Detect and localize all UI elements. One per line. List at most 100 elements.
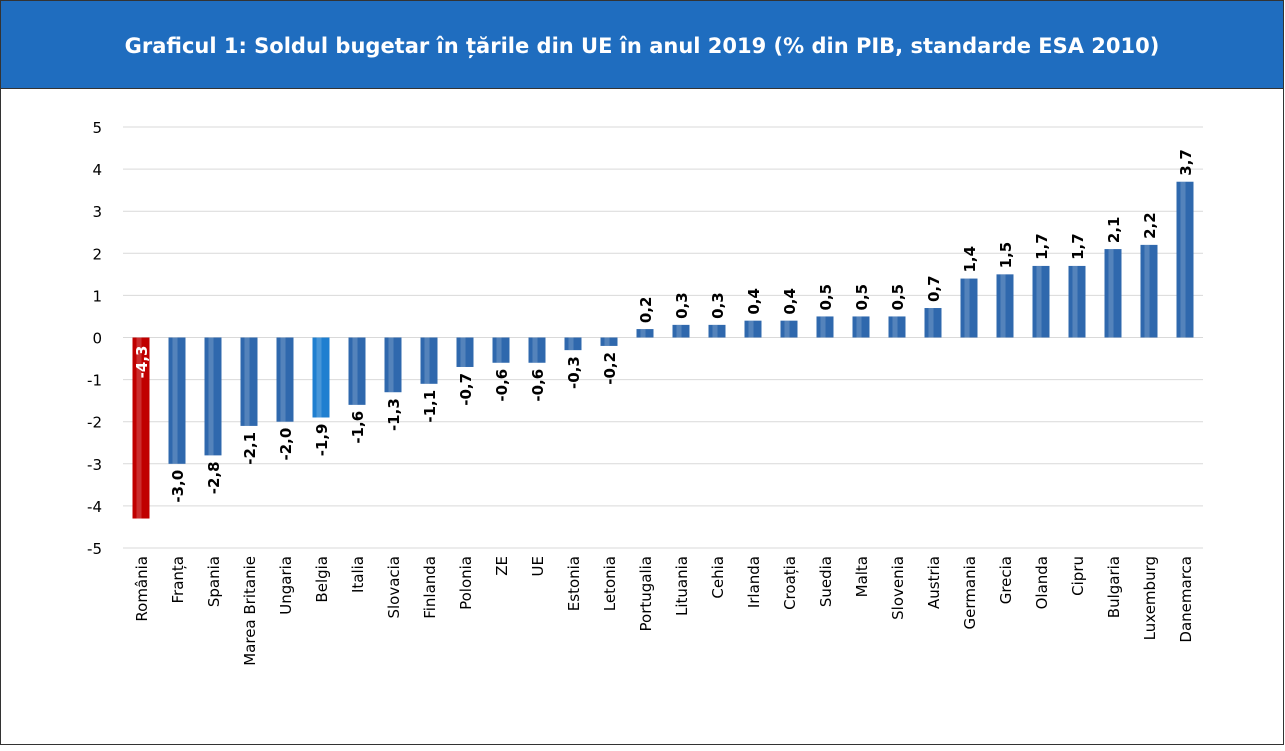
bar [456, 337, 474, 367]
value-label: -0,6 [529, 369, 547, 402]
value-label: 0,4 [781, 288, 799, 315]
value-label: 1,7 [1033, 233, 1051, 260]
bar-highlight [316, 337, 322, 418]
bar-highlight [820, 316, 826, 338]
y-tick-label: 2 [92, 245, 102, 263]
x-tick-label: Polonia [457, 556, 475, 610]
x-tick-label: Grecia [997, 556, 1015, 604]
bar [1140, 244, 1158, 338]
x-tick-label: Cipru [1069, 556, 1087, 596]
bar [852, 316, 870, 338]
x-tick-label: Estonia [565, 556, 583, 611]
bar-highlight [748, 320, 754, 338]
title-banner [0, 0, 1284, 89]
x-tick-label: Luxemburg [1141, 556, 1159, 640]
x-tick-label: Germania [961, 556, 979, 629]
x-tick-label: UE [529, 556, 547, 576]
y-tick-label: -3 [87, 456, 102, 474]
value-label: -1,6 [349, 411, 367, 444]
bar [420, 337, 438, 384]
bar-highlight [388, 337, 394, 393]
value-label: 0,5 [889, 284, 907, 311]
value-label: 0,4 [745, 288, 763, 315]
bar-highlight [604, 337, 610, 346]
bar [528, 337, 546, 363]
bar-highlight [712, 324, 718, 338]
x-tick-label: Austria [925, 556, 943, 609]
x-tick-label: Croația [781, 556, 799, 610]
bar [816, 316, 834, 338]
value-label: -2,8 [205, 461, 223, 494]
bar [708, 324, 726, 338]
bar [348, 337, 366, 405]
y-tick-label: 1 [92, 287, 102, 305]
bar [600, 337, 618, 346]
x-tick-label: Danemarca [1177, 556, 1195, 643]
bar-highlight [1108, 249, 1114, 338]
value-label: 2,1 [1105, 217, 1123, 244]
bar [1032, 265, 1050, 338]
x-tick-label: Slovacia [385, 556, 403, 619]
x-tick-label: Spania [205, 556, 223, 607]
bar [564, 337, 582, 351]
value-label: 1,5 [997, 242, 1015, 269]
y-tick-label: 3 [92, 203, 102, 221]
x-tick-label: Franța [169, 556, 187, 603]
x-tick-label: ZE [493, 556, 511, 576]
value-label: 1,4 [961, 246, 979, 273]
bar [132, 337, 150, 519]
x-tick-label: Malta [853, 556, 871, 597]
bar [1104, 249, 1122, 338]
x-tick-label: Marea Britanie [241, 556, 259, 666]
bar [384, 337, 402, 393]
x-tick-label: Portugalia [637, 556, 655, 631]
x-tick-label: Letonia [601, 556, 619, 611]
value-label: -2,0 [277, 428, 295, 461]
bar [492, 337, 510, 363]
bar-highlight [352, 337, 358, 405]
x-tick-label: Irlanda [745, 556, 763, 608]
value-label: 0,3 [673, 292, 691, 319]
value-label: -0,2 [601, 352, 619, 385]
x-tick-label: Olanda [1033, 556, 1051, 609]
bar-highlight [244, 337, 250, 426]
bar [1068, 265, 1086, 338]
value-label: -2,1 [241, 432, 259, 465]
bar-highlight [784, 320, 790, 338]
value-label: -1,3 [385, 398, 403, 431]
value-label: -4,3 [133, 346, 151, 379]
value-label: -3,0 [169, 470, 187, 503]
bar-highlight [928, 308, 934, 338]
value-label: 2,2 [1141, 212, 1159, 239]
x-tick-label: Ungaria [277, 556, 295, 615]
chart-title: Graficul 1: Soldul bugetar în țările din… [125, 34, 1160, 59]
bar-highlight [964, 278, 970, 338]
value-label: -1,9 [313, 423, 331, 456]
bar-highlight [1144, 244, 1150, 338]
bar-highlight [136, 337, 142, 519]
value-label: -0,3 [565, 356, 583, 389]
x-tick-label: Slovenia [889, 556, 907, 620]
bar-highlight [1036, 265, 1042, 338]
y-tick-label: 4 [92, 161, 102, 179]
x-tick-label: Suedia [817, 556, 835, 607]
bar [276, 337, 294, 422]
x-tick-label: Belgia [313, 556, 331, 603]
value-label: 3,7 [1177, 149, 1195, 176]
bar-highlight [496, 337, 502, 363]
value-label: 0,3 [709, 292, 727, 319]
bar [924, 308, 942, 338]
x-tick-label: România [133, 556, 151, 622]
y-tick-label: -5 [87, 540, 102, 558]
bar [744, 320, 762, 338]
x-tick-label: Lituania [673, 556, 691, 616]
value-label: 1,7 [1069, 233, 1087, 260]
bar-highlight [568, 337, 574, 351]
value-label: -0,6 [493, 369, 511, 402]
x-tick-label: Bulgaria [1105, 556, 1123, 618]
bar [204, 337, 222, 456]
bar-highlight [172, 337, 178, 464]
bar-highlight [460, 337, 466, 367]
